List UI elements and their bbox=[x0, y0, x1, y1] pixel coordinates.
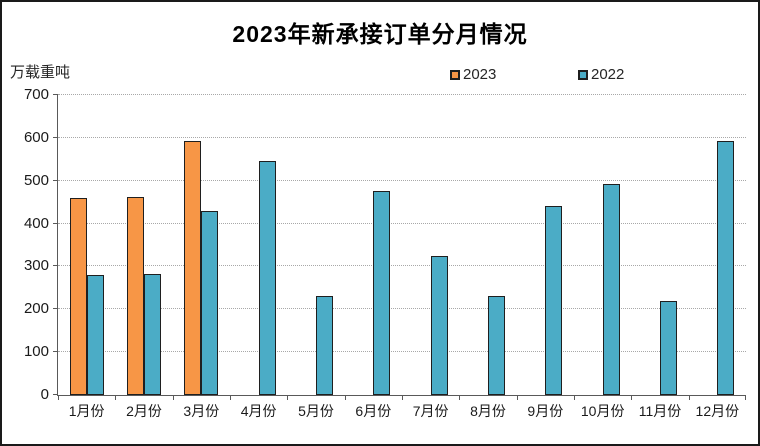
x-label-8月份: 8月份 bbox=[470, 403, 506, 419]
bar-2022-11月份 bbox=[660, 300, 677, 395]
y-axis-unit-label: 万载重吨 bbox=[10, 64, 71, 81]
y-tick-label-300: 300 bbox=[23, 257, 49, 275]
x-tick-6 bbox=[402, 395, 403, 400]
bar-2022-9月份 bbox=[545, 206, 563, 395]
chart-title: 2023年新承接订单分月情况 bbox=[232, 21, 528, 47]
bar-2022-10月份 bbox=[602, 183, 620, 395]
bar-2022-3月份 bbox=[201, 211, 219, 395]
x-tick-3 bbox=[230, 395, 231, 400]
x-label-7月份: 7月份 bbox=[412, 403, 449, 419]
legend: 2023 2022 bbox=[2, 66, 758, 84]
x-tick-8 bbox=[516, 395, 518, 400]
bar-2023-2月份 bbox=[127, 196, 144, 395]
x-tick-11 bbox=[688, 395, 690, 400]
legend-label-2023: 2023 bbox=[463, 66, 497, 83]
y-tick-500 bbox=[53, 179, 58, 181]
y-tick-label-100: 100 bbox=[23, 343, 49, 361]
y-tick-label-700: 700 bbox=[23, 86, 49, 103]
x-label-10月份: 10月份 bbox=[580, 403, 625, 419]
bar-2023-1月份 bbox=[69, 197, 87, 395]
y-tick-0 bbox=[53, 394, 58, 395]
x-label-1月份: 1月份 bbox=[68, 403, 105, 419]
bar-2023-3月份 bbox=[184, 140, 202, 395]
legend-marker-2023-icon bbox=[450, 69, 460, 80]
x-label-9月份: 9月份 bbox=[527, 403, 564, 419]
y-tick-400 bbox=[53, 222, 58, 224]
gridline-100 bbox=[58, 351, 746, 353]
plot-area: 0 100 200 300 400 500 600 700 1月份 2月份 3月份 4月份 5月份 6月份… bbox=[24, 86, 746, 419]
x-tick-10 bbox=[631, 395, 633, 400]
x-tick-2 bbox=[172, 395, 174, 400]
x-label-6月份: 6月份 bbox=[355, 403, 392, 419]
x-tick-9 bbox=[574, 395, 575, 400]
gridline-400 bbox=[58, 222, 746, 224]
gridline-600 bbox=[58, 136, 746, 138]
x-tick-5 bbox=[344, 395, 346, 400]
legend-label-2022: 2022 bbox=[591, 66, 625, 83]
x-tick-0 bbox=[58, 395, 59, 400]
x-label-2月份: 2月份 bbox=[126, 403, 162, 419]
bar-2022-7月份 bbox=[430, 255, 448, 395]
bar-2022-8月份 bbox=[488, 295, 505, 395]
bar-2022-6月份 bbox=[373, 191, 391, 395]
y-tick-label-500: 500 bbox=[23, 171, 49, 189]
y-tick-700 bbox=[53, 94, 58, 95]
x-label-11月份: 11月份 bbox=[638, 403, 682, 419]
x-tick-1 bbox=[115, 395, 117, 400]
y-tick-100 bbox=[53, 351, 58, 353]
x-label-5月份: 5月份 bbox=[298, 403, 334, 419]
y-tick-label-200: 200 bbox=[23, 300, 49, 318]
x-tick-4 bbox=[287, 395, 289, 400]
bar-2022-4月份 bbox=[258, 160, 276, 395]
x-label-3月份: 3月份 bbox=[183, 403, 220, 419]
legend-entry-2023: 2023 bbox=[450, 66, 496, 83]
y-tick-label-600: 600 bbox=[23, 128, 49, 146]
y-tick-300 bbox=[53, 265, 58, 267]
x-tick-7 bbox=[459, 395, 461, 400]
bar-2022-5月份 bbox=[316, 296, 333, 395]
gridline-300 bbox=[58, 265, 746, 267]
y-tick-200 bbox=[53, 308, 58, 310]
legend-entry-2022: 2022 bbox=[578, 66, 624, 83]
gridline-500 bbox=[58, 179, 746, 181]
legend-marker-2022-icon bbox=[578, 69, 588, 80]
gridline-700 bbox=[58, 94, 746, 95]
y-tick-600 bbox=[53, 136, 58, 138]
bar-2022-12月份 bbox=[717, 141, 735, 395]
x-label-12月份: 12月份 bbox=[695, 403, 740, 419]
x-tick-12 bbox=[745, 395, 746, 400]
x-label-4月份: 4月份 bbox=[240, 403, 277, 419]
bar-2022-2月份 bbox=[144, 274, 161, 395]
gridline-200 bbox=[58, 308, 746, 310]
bar-2022-1月份 bbox=[86, 275, 104, 395]
y-tick-label-400: 400 bbox=[23, 214, 49, 232]
y-tick-label-0: 0 bbox=[40, 386, 49, 403]
